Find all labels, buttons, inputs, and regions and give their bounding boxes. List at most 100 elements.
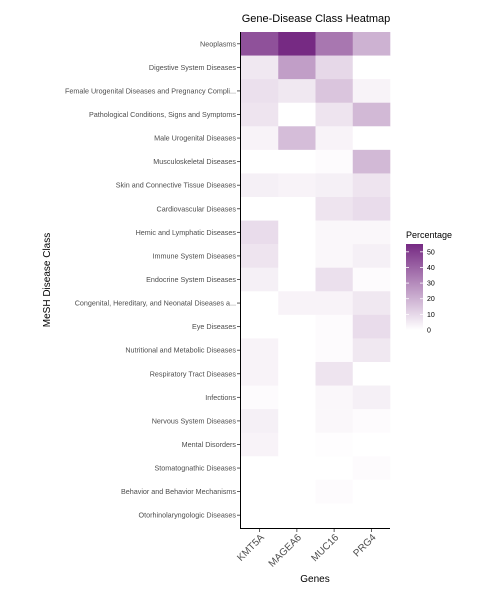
- heatmap-cell: [241, 55, 279, 80]
- heatmap-cell: [352, 79, 391, 104]
- heatmap-cell: [278, 338, 316, 363]
- heatmap-cell: [278, 409, 316, 433]
- heatmap-cell: [241, 126, 279, 151]
- heatmap-cell: [315, 55, 354, 80]
- heatmap-cell: [352, 32, 391, 56]
- row-label: Stomatognathic Diseases: [154, 464, 236, 473]
- heatmap-cell: [352, 338, 391, 363]
- heatmap-cell: [352, 220, 391, 245]
- heatmap-cell: [241, 291, 279, 316]
- heatmap-cell: [241, 220, 279, 245]
- heatmap-cell: [352, 126, 391, 151]
- chart-title: Gene-Disease Class Heatmap: [242, 13, 391, 25]
- row-label: Male Urogenital Diseases: [154, 134, 236, 143]
- heatmap-cell: [278, 102, 316, 127]
- column-label: MAGEA6: [267, 532, 305, 570]
- column-labels: KMT5A MAGEA6 MUC16 PRG4: [235, 529, 379, 570]
- row-label: Otorhinolaryngologic Diseases: [139, 511, 237, 520]
- row-label: Mental Disorders: [182, 440, 237, 449]
- row-label: Nervous System Diseases: [152, 416, 237, 425]
- heatmap-cell: [241, 244, 279, 268]
- heatmap-cell: [315, 291, 354, 316]
- heatmap-cell: [278, 32, 316, 56]
- heatmap-cell: [352, 503, 391, 528]
- row-label: Cardiovascular Diseases: [157, 204, 237, 213]
- heatmap-cell: [315, 102, 354, 127]
- row-labels: Neoplasms Digestive System Diseases Female…: [65, 39, 240, 520]
- heatmap-cell: [241, 102, 279, 127]
- heatmap-cell: [315, 173, 354, 198]
- heatmap-cell: [352, 267, 391, 292]
- heatmap-cell: [241, 385, 279, 410]
- legend-tick-label: 40: [427, 265, 435, 272]
- heatmap-cell: [315, 361, 354, 386]
- heatmap-cell: [352, 196, 391, 221]
- heatmap-cell: [315, 385, 354, 410]
- heatmap-cell: [315, 196, 354, 221]
- heatmap-cell: [278, 220, 316, 245]
- heatmap-cell: [241, 79, 279, 104]
- row-label: Respiratory Tract Diseases: [150, 369, 237, 378]
- y-axis-label: MeSH Disease Class: [42, 233, 53, 327]
- row-label: Congenital, Hereditary, and Neonatal Dis…: [75, 299, 236, 308]
- legend-tick-label: 50: [427, 249, 435, 256]
- heatmap-cell: [241, 32, 279, 56]
- x-axis-label: Genes: [300, 574, 329, 585]
- heatmap-cell: [352, 409, 391, 433]
- heatmap-cell: [241, 503, 279, 528]
- heatmap-cell: [315, 479, 354, 504]
- heatmap-cell: [278, 385, 316, 410]
- heatmap-cell: [315, 126, 354, 151]
- heatmap-cell: [241, 338, 279, 363]
- heatmap-cells: [241, 32, 391, 528]
- column-label: MUC16: [309, 532, 341, 564]
- row-label: Female Urogenital Diseases and Pregnancy…: [65, 86, 236, 95]
- heatmap-cell: [315, 244, 354, 268]
- row-label: Pathological Conditions, Signs and Sympt…: [89, 110, 236, 119]
- heatmap-cell: [315, 32, 354, 56]
- heatmap-cell: [315, 432, 354, 457]
- row-label: Endocrine System Diseases: [146, 275, 236, 284]
- heatmap-cell: [278, 314, 316, 339]
- heatmap-cell: [315, 314, 354, 339]
- row-label: Hemic and Lymphatic Diseases: [136, 228, 237, 237]
- heatmap-cell: [278, 244, 316, 268]
- row-label: Immune System Diseases: [153, 251, 237, 260]
- row-label: Behavior and Behavior Mechanisms: [121, 487, 236, 496]
- legend-tick-label: 0: [427, 328, 431, 335]
- heatmap-cell: [315, 456, 354, 481]
- row-label: Eye Diseases: [192, 322, 236, 331]
- row-label: Digestive System Diseases: [149, 63, 236, 72]
- row-label: Infections: [205, 393, 236, 402]
- heatmap-cell: [352, 432, 391, 457]
- heatmap-cell: [315, 338, 354, 363]
- column-label: KMT5A: [235, 532, 267, 564]
- heatmap-cell: [315, 409, 354, 433]
- heatmap-cell: [315, 220, 354, 245]
- heatmap-cell: [315, 267, 354, 292]
- heatmap-cell: [241, 361, 279, 386]
- heatmap-cell: [352, 314, 391, 339]
- heatmap-cell: [352, 244, 391, 268]
- heatmap-cell: [241, 173, 279, 198]
- column-label: PRG4: [351, 532, 378, 559]
- row-label: Neoplasms: [200, 39, 236, 48]
- heatmap-cell: [352, 55, 391, 80]
- row-label: Skin and Connective Tissue Diseases: [116, 181, 237, 190]
- heatmap-cell: [278, 291, 316, 316]
- heatmap-cell: [278, 149, 316, 174]
- heatmap-cell: [352, 149, 391, 174]
- heatmap-cell: [241, 479, 279, 504]
- legend-colorbar: [406, 244, 423, 330]
- legend-tick-label: 20: [427, 296, 435, 303]
- heatmap-cell: [241, 149, 279, 174]
- heatmap-cell: [352, 102, 391, 127]
- heatmap-cell: [241, 432, 279, 457]
- heatmap-cell: [352, 173, 391, 198]
- heatmap-cell: [352, 361, 391, 386]
- heatmap-cell: [278, 126, 316, 151]
- heatmap-cell: [352, 385, 391, 410]
- heatmap-cell: [278, 456, 316, 481]
- heatmap-cell: [315, 503, 354, 528]
